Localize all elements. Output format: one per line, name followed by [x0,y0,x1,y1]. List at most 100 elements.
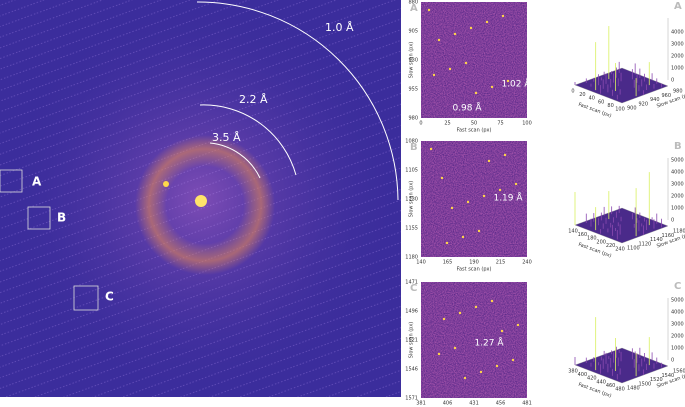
fast-tick-label: 40 [589,96,595,102]
spot [427,8,431,12]
spot [469,26,473,30]
x-tick-label: 190 [469,260,479,266]
panel-letter: C [674,281,681,292]
fast-tick-label: 100 [615,107,625,113]
slow-tick-label: 1540 [662,373,675,379]
spot [463,376,467,380]
spot [482,194,486,198]
fast-tick-label: 380 [568,369,578,375]
spot [503,153,507,157]
spot [464,61,468,65]
slow-tick-label: 1500 [639,381,652,387]
z-tick-label: 1000 [671,346,684,352]
spot [477,229,481,233]
fast-tick-label: 480 [615,387,625,393]
y-tick-label: 1155 [405,226,418,232]
y-tick-label: 1571 [405,396,418,402]
annotation: 1.02 Å [501,78,531,90]
fast-tick-label: 240 [615,247,625,253]
fast-tick-label: 200 [596,239,606,245]
slow-tick-label: 1140 [650,237,663,243]
z-tick-label: 3000 [671,42,684,48]
spot [500,329,504,333]
z-tick-label: 4000 [671,310,684,316]
z-tick-label: 3000 [671,322,684,328]
spot [440,176,444,180]
x-tick-label: 0 [419,121,422,127]
spot [429,147,433,151]
spot [437,352,441,356]
spot [498,188,502,192]
x-tick-label: 100 [522,121,532,127]
zoom-noise [421,141,527,257]
fast-tick-label: 220 [606,243,616,249]
x-tick-label: 381 [416,401,426,407]
zoom-noise [421,2,527,118]
fast-tick-label: 180 [587,236,597,242]
ring-label: 1.0 Å [325,21,354,34]
spot [487,159,491,163]
ring-label: 2.2 Å [239,93,268,106]
z-tick-label: 4000 [671,170,684,176]
z-tick-label: 5000 [671,298,684,304]
slow-tick-label: 960 [662,93,672,99]
z-tick-label: 0 [671,358,674,364]
diffraction-image: 1.0 Å 2.2 Å 3.5 Å A B C [0,0,401,397]
x-tick-label: 431 [469,401,479,407]
fast-tick-label: 400 [578,372,588,378]
y-tick-label: 955 [408,87,418,93]
z-tick-label: 2000 [671,194,684,200]
spot [432,73,436,77]
y-tick-label: 1496 [405,309,418,315]
z-tick-label: 0 [671,218,674,224]
fast-tick-label: 140 [568,229,578,235]
x-axis-label: Fast scan (px) [457,267,492,273]
spot [450,206,454,210]
y-tick-label: 1546 [405,367,418,373]
box-label: A [32,175,42,189]
x-tick-label: 240 [522,260,532,266]
spot [514,182,518,186]
annotation: 1.19 Å [493,192,523,204]
y-axis-label: Slow scan (px) [409,322,415,359]
y-tick-label: 1130 [405,197,418,203]
x-tick-label: 50 [471,121,477,127]
slow-tick-label: 980 [673,89,683,95]
spot [501,14,505,18]
spot [474,91,478,95]
spot [516,323,520,327]
x-tick-label: 25 [444,121,450,127]
spot [453,32,457,36]
slow-tick-label: 1480 [627,386,640,392]
fast-tick-label: 60 [598,99,604,105]
spot [458,311,462,315]
z-tick-label: 0 [671,78,674,84]
spot [466,200,470,204]
spot [495,364,499,368]
spot [485,20,489,24]
slow-tick-label: 1100 [627,246,640,252]
spot [445,241,449,245]
y-tick-label: 880 [408,0,418,6]
y-tick-label: 1521 [405,338,418,344]
z-tick-label: 1000 [671,206,684,212]
spot [442,317,446,321]
y-tick-label: 1180 [405,255,418,261]
slow-tick-label: 920 [639,101,649,107]
x-tick-label: 165 [443,260,453,266]
slow-tick-label: 1560 [673,369,685,375]
annotation: 0.98 Å [452,102,482,114]
fast-tick-label: 440 [596,379,606,385]
slow-tick-label: 1160 [662,233,675,239]
y-tick-label: 980 [408,116,418,122]
z-tick-label: 2000 [671,334,684,340]
panel-letter: C [410,283,417,294]
spot [448,67,452,71]
spot [437,38,441,42]
spot [453,346,457,350]
slow-tick-label: 1520 [650,377,663,383]
y-tick-label: 1105 [405,168,418,174]
y-axis-label: Slow scan (px) [409,42,415,79]
spot [506,79,510,83]
spot [490,299,494,303]
